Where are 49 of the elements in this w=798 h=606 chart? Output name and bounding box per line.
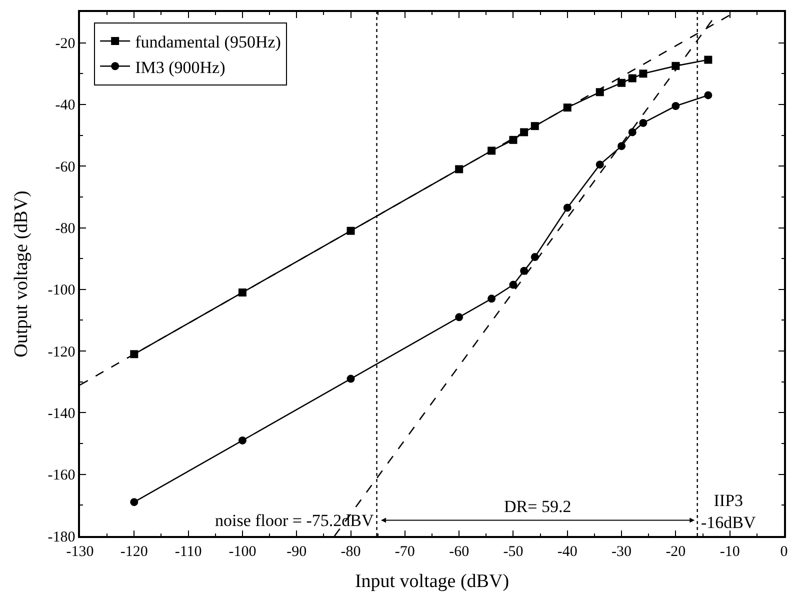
x-tick-label: -60 [449,544,470,560]
x-tick-label: 0 [780,544,788,560]
point [704,91,712,100]
x-tick-label: -120 [120,544,148,560]
y-tick-label: -160 [48,468,76,484]
point [639,70,648,78]
y-tick-label: -100 [48,282,76,299]
x-tick-label: -30 [612,544,632,560]
y-tick-label: -80 [55,221,76,238]
x-tick-label: -110 [174,544,202,560]
point [130,498,138,506]
x-tick-label: -90 [286,544,307,560]
point [672,102,680,110]
point [455,313,464,322]
y-tick-label: -120 [48,344,76,360]
point [563,204,572,212]
point [596,160,604,169]
x-axis-title: Input voltage (dBV) [354,571,510,592]
y-tick-label: -140 [48,406,76,422]
x-tick-label: -80 [340,544,361,560]
x-tick-label: -20 [666,544,686,560]
point [509,280,518,289]
legend-label: fundamental (950Hz) [135,32,281,52]
legend-label: IM3 (900Hz) [135,58,226,77]
point [520,266,528,275]
annotation: DR= 59.2 [504,497,572,516]
y-tick-label: -60 [55,159,76,176]
point [704,56,712,64]
annotation: noise floor = -75.2dBV [215,511,375,530]
x-tick-label: -40 [557,544,578,560]
x-tick-label: -130 [66,544,94,560]
y-axis-title: Output voltage (dBV) [11,190,32,358]
point [639,118,648,127]
point [346,374,355,383]
point [628,128,636,136]
point [618,78,626,87]
y-tick-label: -40 [55,98,76,114]
y-tick-label: -180 [48,529,76,546]
x-tick-label: -70 [394,544,415,560]
point [628,74,636,82]
point [618,142,626,150]
point [488,294,496,303]
annotation: IIP3 -16dBV [701,491,756,532]
point [509,136,518,144]
y-tick-label: -20 [55,36,76,52]
x-tick-label: -50 [503,544,524,560]
point [238,436,246,444]
x-tick-label: -100 [228,544,256,560]
x-tick-label: -10 [720,544,740,560]
